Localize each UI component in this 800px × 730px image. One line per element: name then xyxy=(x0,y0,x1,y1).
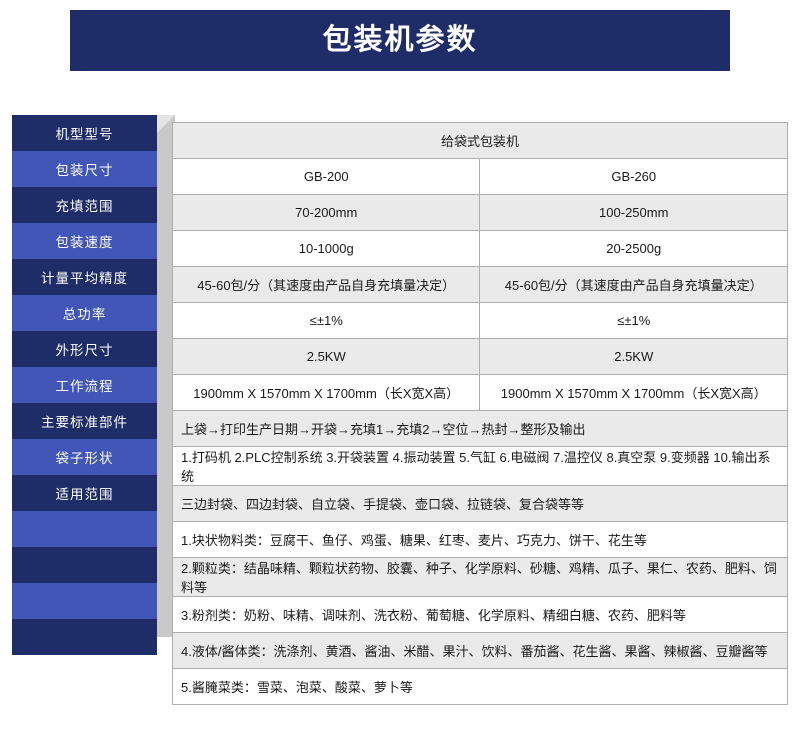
spec-sheet: 机型型号 包装尺寸 充填范围 包装速度 计量平均精度 总功率 外形尺寸 工作流程 主要标准部件袋… xyxy=(0,110,800,710)
cell-gb200: 70-200mm xyxy=(171,194,481,231)
cell-gb200: 2.5KW xyxy=(171,338,481,375)
cell-gb260: ≤±1% xyxy=(479,302,788,339)
label-cell-empty-12 xyxy=(12,547,157,583)
cell-description: 1.打码机 2.PLC控制系统 3.开袋装置 4.振动装置 5.气缸 6.电磁阀… xyxy=(172,446,788,486)
label-cell-0: 机型型号 xyxy=(12,115,157,151)
cell-gb200: 45-60包/分（其速度由产品自身充填量决定） xyxy=(171,266,481,303)
table-row: 上袋→打印生产日期→开袋→充填1→充填2→空位→热封→整形及输出 xyxy=(172,410,788,447)
label-cell-1: 包装尺寸 xyxy=(12,151,157,187)
fold-corner-bottom-icon xyxy=(157,637,175,655)
table-header-row: 给袋式包装机 xyxy=(172,122,788,159)
cell-description: 三边封袋、四边封袋、自立袋、手提袋、壶口袋、拉链袋、复合袋等等 xyxy=(172,485,788,522)
cell-gb260: 2.5KW xyxy=(479,338,788,375)
table-header-label: 给袋式包装机 xyxy=(172,122,788,159)
table-row: 2.5KW 2.5KW xyxy=(171,338,788,375)
page-title: 包装机参数 xyxy=(322,24,478,56)
table-row: 10-1000g 20-2500g xyxy=(171,230,788,267)
cell-description: 3.粉剂类：奶粉、味精、调味剂、洗衣粉、葡萄糖、化学原料、精细白糖、农药、肥料等 xyxy=(172,596,788,633)
table-row: 1.打码机 2.PLC控制系统 3.开袋装置 4.振动装置 5.气缸 6.电磁阀… xyxy=(172,446,788,486)
cell-gb260: 1900mm X 1570mm X 1700mm（长X宽X高） xyxy=(479,374,788,411)
label-cell-3: 包装速度 xyxy=(12,223,157,259)
title-banner-area: 包装机参数 xyxy=(0,0,800,105)
label-column: 机型型号 包装尺寸 充填范围 包装速度 计量平均精度 总功率 外形尺寸 工作流程 主要标准部件袋… xyxy=(12,115,157,655)
cell-description: 上袋→打印生产日期→开袋→充填1→充填2→空位→热封→整形及输出 xyxy=(172,410,788,447)
label-cell-empty-13 xyxy=(12,583,157,619)
table-row: GB-200 GB-260 xyxy=(171,158,788,195)
label-cell-empty-14 xyxy=(12,619,157,655)
title-banner: 包装机参数 xyxy=(70,10,730,71)
label-cell-10: 适用范围 xyxy=(12,475,157,511)
label-cell-5: 总功率 xyxy=(12,295,157,331)
spec-table: 给袋式包装机 GB-200 GB-260 70-200mm 100-250mm 10-10… xyxy=(171,122,788,705)
table-row: ≤±1% ≤±1% xyxy=(171,302,788,339)
label-cell-empty-11 xyxy=(12,511,157,547)
label-cell-4: 计量平均精度 xyxy=(12,259,157,295)
fold-corner-top-icon xyxy=(157,115,175,133)
label-cell-9: 袋子形状 xyxy=(12,439,157,475)
table-row: 5.酱腌菜类：雪菜、泡菜、酸菜、萝卜等 xyxy=(172,668,788,705)
cell-gb260: GB-260 xyxy=(479,158,788,195)
cell-gb200: GB-200 xyxy=(171,158,481,195)
fold-strip xyxy=(157,115,175,637)
table-row: 三边封袋、四边封袋、自立袋、手提袋、壶口袋、拉链袋、复合袋等等 xyxy=(172,485,788,522)
label-cell-7: 工作流程 xyxy=(12,367,157,403)
cell-gb200: 10-1000g xyxy=(171,230,481,267)
cell-gb260: 100-250mm xyxy=(479,194,788,231)
cell-description: 5.酱腌菜类：雪菜、泡菜、酸菜、萝卜等 xyxy=(172,668,788,705)
table-row: 1900mm X 1570mm X 1700mm（长X宽X高） 1900mm X … xyxy=(171,374,788,411)
label-cell-8: 主要标准部件 xyxy=(12,403,157,439)
table-row: 70-200mm 100-250mm xyxy=(171,194,788,231)
cell-gb260: 20-2500g xyxy=(479,230,788,267)
cell-description: 2.颗粒类：结晶味精、颗粒状药物、胶囊、种子、化学原料、砂糖、鸡精、瓜子、果仁、… xyxy=(172,557,788,597)
cell-gb260: 45-60包/分（其速度由产品自身充填量决定） xyxy=(479,266,788,303)
table-row: 4.液体/酱体类：洗涤剂、黄酒、酱油、米醋、果汁、饮料、番茄酱、花生酱、果酱、辣… xyxy=(172,632,788,669)
table-row: 2.颗粒类：结晶味精、颗粒状药物、胶囊、种子、化学原料、砂糖、鸡精、瓜子、果仁、… xyxy=(172,557,788,597)
cell-description: 4.液体/酱体类：洗涤剂、黄酒、酱油、米醋、果汁、饮料、番茄酱、花生酱、果酱、辣… xyxy=(172,632,788,669)
table-row: 1.块状物料类：豆腐干、鱼仔、鸡蛋、糖果、红枣、麦片、巧克力、饼干、花生等 xyxy=(172,521,788,558)
label-cell-2: 充填范围 xyxy=(12,187,157,223)
table-row: 45-60包/分（其速度由产品自身充填量决定） 45-60包/分（其速度由产品自身… xyxy=(171,266,788,303)
cell-gb200: ≤±1% xyxy=(171,302,481,339)
cell-description: 1.块状物料类：豆腐干、鱼仔、鸡蛋、糖果、红枣、麦片、巧克力、饼干、花生等 xyxy=(172,521,788,558)
label-cell-6: 外形尺寸 xyxy=(12,331,157,367)
cell-gb200: 1900mm X 1570mm X 1700mm（长X宽X高） xyxy=(171,374,481,411)
table-row: 3.粉剂类：奶粉、味精、调味剂、洗衣粉、葡萄糖、化学原料、精细白糖、农药、肥料等 xyxy=(172,596,788,633)
